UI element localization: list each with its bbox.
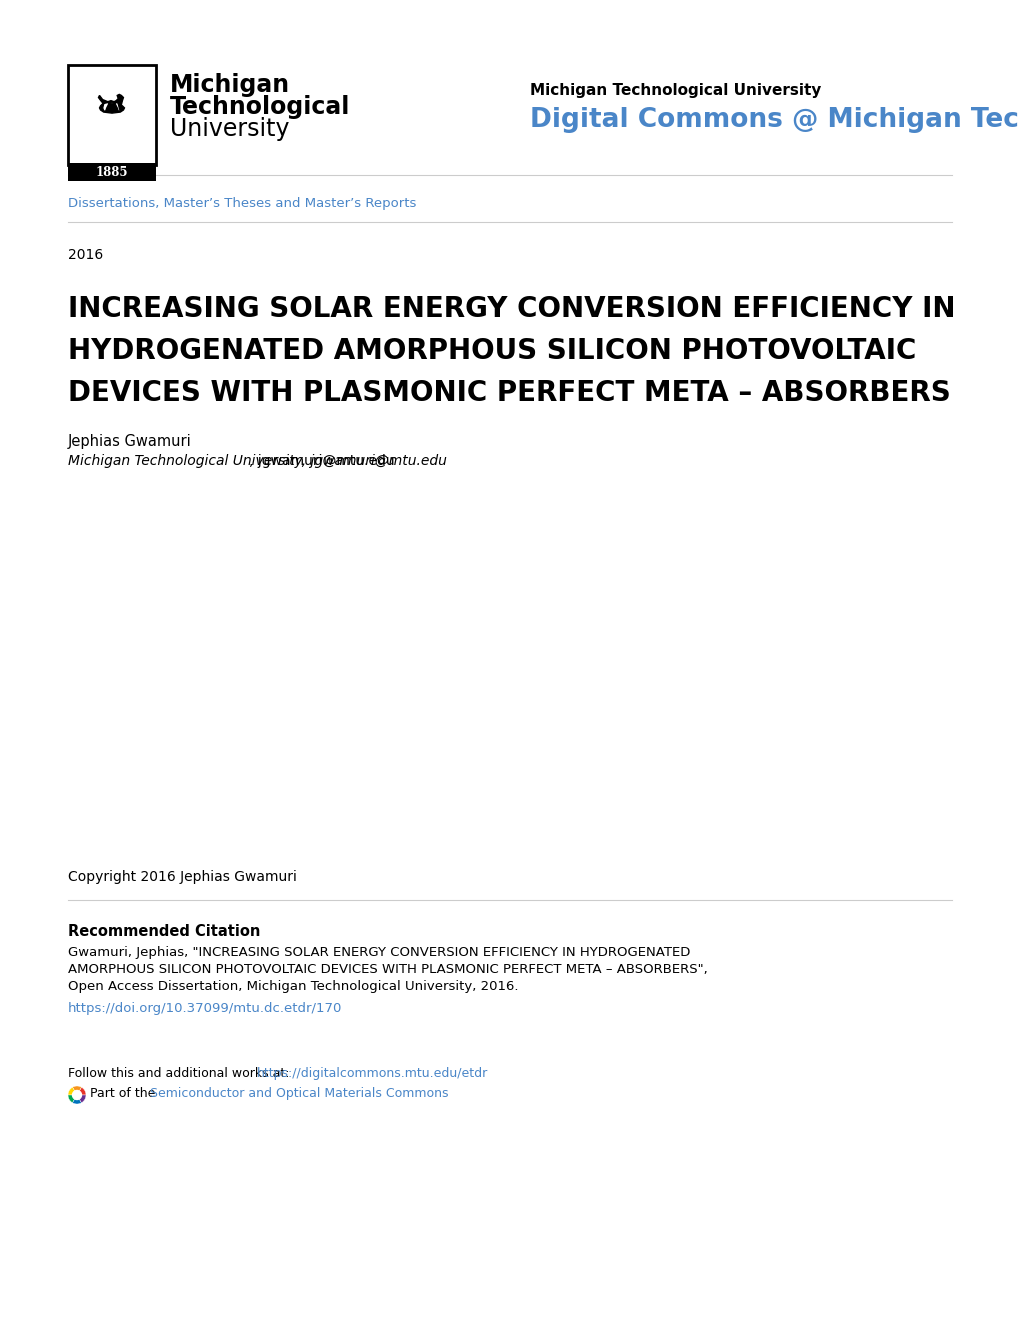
Text: 1885: 1885 [96,165,128,178]
Text: Michigan: Michigan [170,73,289,96]
Circle shape [72,1090,82,1100]
Wedge shape [72,1096,82,1104]
Bar [68,162,156,181]
Text: Michigan Technological University: Michigan Technological University [530,83,820,98]
Text: Michigan Technological University, jgwamuri@mtu.edu: Michigan Technological University, jgwam… [68,454,446,469]
Wedge shape [76,1088,86,1096]
Wedge shape [76,1096,86,1102]
Text: Recommended Citation: Recommended Citation [68,924,260,939]
Polygon shape [99,95,124,114]
Bar [68,65,156,165]
Text: Dissertations, Master’s Theses and Master’s Reports: Dissertations, Master’s Theses and Maste… [68,197,416,210]
Text: 2016: 2016 [68,248,103,261]
Text: https://doi.org/10.37099/mtu.dc.etdr/170: https://doi.org/10.37099/mtu.dc.etdr/170 [68,1002,342,1015]
Text: Technological: Technological [170,95,351,119]
Wedge shape [72,1086,82,1096]
Text: University: University [170,117,289,141]
Wedge shape [68,1088,76,1096]
Text: Copyright 2016 Jephias Gwamuri: Copyright 2016 Jephias Gwamuri [68,870,297,884]
Text: Digital Commons @ Michigan Tech: Digital Commons @ Michigan Tech [530,107,1019,133]
Text: Open Access Dissertation, Michigan Technological University, 2016.: Open Access Dissertation, Michigan Techn… [68,979,518,993]
Text: Semiconductor and Optical Materials Commons: Semiconductor and Optical Materials Comm… [150,1086,448,1100]
Text: Follow this and additional works at:: Follow this and additional works at: [68,1067,293,1080]
Text: Gwamuri, Jephias, "INCREASING SOLAR ENERGY CONVERSION EFFICIENCY IN HYDROGENATED: Gwamuri, Jephias, "INCREASING SOLAR ENER… [68,946,690,960]
Text: INCREASING SOLAR ENERGY CONVERSION EFFICIENCY IN: INCREASING SOLAR ENERGY CONVERSION EFFIC… [68,294,955,323]
Text: , jgwamuri@mtu.edu: , jgwamuri@mtu.edu [250,454,394,469]
Text: Jephias Gwamuri: Jephias Gwamuri [68,434,192,449]
Wedge shape [68,1096,76,1102]
Text: DEVICES WITH PLASMONIC PERFECT META – ABSORBERS: DEVICES WITH PLASMONIC PERFECT META – AB… [68,379,950,407]
Text: Part of the: Part of the [90,1086,159,1100]
Text: https://digitalcommons.mtu.edu/etdr: https://digitalcommons.mtu.edu/etdr [257,1067,487,1080]
Text: HYDROGENATED AMORPHOUS SILICON PHOTOVOLTAIC: HYDROGENATED AMORPHOUS SILICON PHOTOVOLT… [68,337,915,366]
Text: AMORPHOUS SILICON PHOTOVOLTAIC DEVICES WITH PLASMONIC PERFECT META – ABSORBERS",: AMORPHOUS SILICON PHOTOVOLTAIC DEVICES W… [68,964,707,975]
